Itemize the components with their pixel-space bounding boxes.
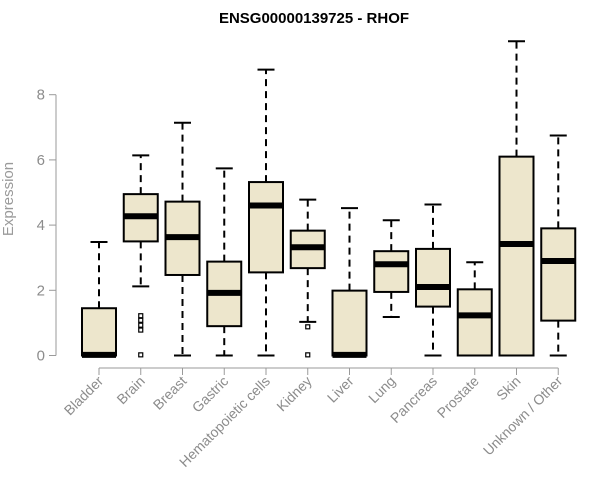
outlier-point (138, 322, 144, 328)
iqr-box (81, 307, 117, 357)
box-unknown-other (540, 134, 577, 357)
y-tick-label: 4 (37, 217, 45, 234)
box-bladder (81, 241, 117, 358)
outlier-point (138, 352, 144, 358)
y-tick-label: 6 (37, 152, 45, 169)
iqr-box (248, 181, 284, 274)
box-liver (331, 207, 368, 358)
x-tick-label: Brain (113, 373, 147, 407)
box-breast (164, 121, 201, 357)
box-pancreas (415, 203, 451, 357)
box-skin (498, 40, 535, 357)
y-tick-label: 2 (37, 282, 45, 299)
x-tick-label: Bladder (61, 373, 107, 419)
iqr-box (456, 288, 493, 357)
box-brain (122, 154, 159, 358)
x-tick-label: Liver (324, 373, 357, 406)
chart-title: ENSG00000139725 - RHOF (219, 10, 409, 27)
iqr-box (373, 250, 410, 293)
boxes-layer (81, 40, 577, 358)
box-prostate (456, 261, 493, 357)
y-axis-label: Expression (0, 162, 17, 236)
x-tick-label: Breast (150, 373, 190, 413)
x-tick-label: Prostate (434, 373, 482, 421)
outlier-point (138, 317, 144, 323)
box-hematopoietic-cells (248, 68, 284, 357)
iqr-box (331, 289, 368, 357)
outlier-point (138, 327, 144, 333)
box-kidney (289, 198, 326, 358)
x-tick-label: Lung (365, 373, 398, 406)
outlier-point (305, 352, 311, 358)
iqr-box (498, 155, 535, 357)
outlier-point (305, 324, 311, 330)
box-lung (373, 219, 410, 319)
x-tick-label: Unknown / Other (480, 373, 566, 459)
box-gastric (206, 167, 243, 357)
iqr-box (415, 247, 451, 308)
x-tick-label: Kidney (273, 373, 315, 415)
y-axis: 0 2 4 6 8 (37, 87, 57, 365)
outlier-point (138, 313, 144, 319)
x-tick-label: Skin (493, 373, 524, 404)
y-tick-label: 8 (37, 87, 45, 104)
y-tick-label: 0 (37, 348, 45, 365)
iqr-box (540, 227, 577, 322)
